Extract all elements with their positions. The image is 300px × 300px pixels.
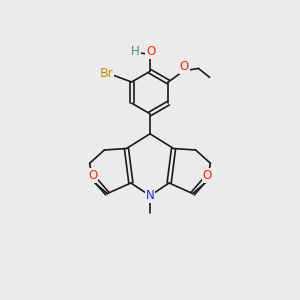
Text: O: O [203,169,212,182]
Text: O: O [146,45,155,58]
Text: H: H [131,45,140,58]
Text: O: O [88,169,97,182]
Text: O: O [180,60,189,73]
Text: Br: Br [99,67,113,80]
Text: N: N [146,189,154,202]
